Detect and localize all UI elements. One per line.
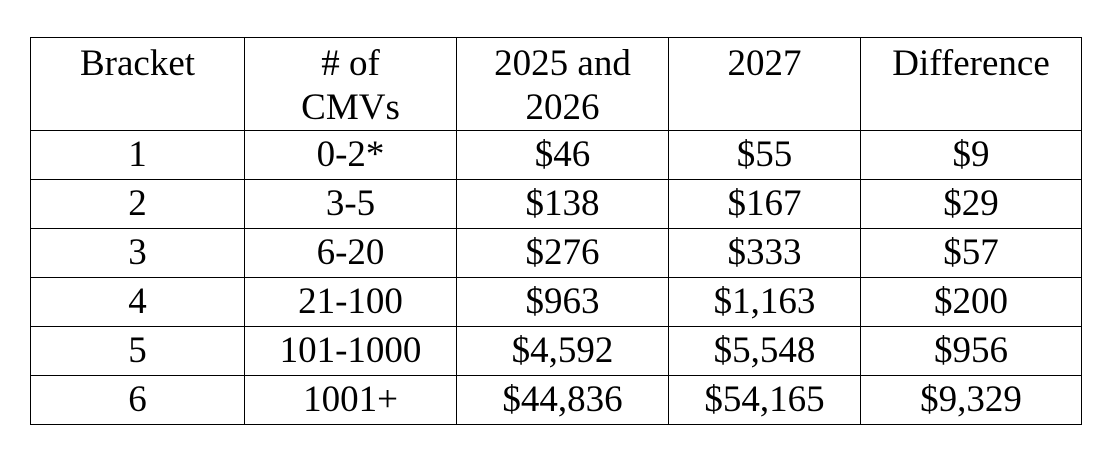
table-cell: 101-1000 — [244, 326, 457, 376]
header-cell: # of CMVs — [244, 37, 457, 131]
table-cell: $167 — [668, 179, 861, 229]
table-cell: $1,163 — [668, 277, 861, 327]
table-cell: 2 — [30, 179, 245, 229]
fee-table: Bracket # of CMVs 2025 and 2026 2027 Differe… — [30, 37, 1082, 425]
table-body: 1 0-2* $46 $55 $9 2 3-5 $138 $167 $29 3 6-20 $276 $33… — [30, 130, 1082, 425]
table-cell: 1001+ — [244, 375, 457, 425]
header-text: 2025 and 2026 — [494, 43, 631, 128]
header-text: Bracket — [79, 43, 196, 84]
table-cell: 4 — [30, 277, 245, 327]
table-row: 3 6-20 $276 $333 $57 — [30, 228, 1082, 278]
table-cell: 5 — [30, 326, 245, 376]
table-cell: $9 — [860, 130, 1082, 180]
header-cell: 2027 — [668, 37, 861, 131]
header-cell: Bracket — [30, 37, 245, 131]
table-cell: $956 — [860, 326, 1082, 376]
header-text: # of CMVs — [301, 43, 400, 128]
table-cell: 3-5 — [244, 179, 457, 229]
table-cell: $57 — [860, 228, 1082, 278]
table-cell: 0-2* — [244, 130, 457, 180]
table-cell: 6 — [30, 375, 245, 425]
header-text: Difference — [892, 43, 1050, 84]
table-header: Bracket # of CMVs 2025 and 2026 2027 Differe… — [30, 37, 1082, 131]
table-cell: $55 — [668, 130, 861, 180]
table-cell: $54,165 — [668, 375, 861, 425]
table-cell: $4,592 — [456, 326, 669, 376]
table-cell: 6-20 — [244, 228, 457, 278]
table-cell: $46 — [456, 130, 669, 180]
table-cell: $138 — [456, 179, 669, 229]
header-cell: 2025 and 2026 — [456, 37, 669, 131]
table-cell: $276 — [456, 228, 669, 278]
table-cell: $5,548 — [668, 326, 861, 376]
table-row: 6 1001+ $44,836 $54,165 $9,329 — [30, 375, 1082, 425]
header-row: Bracket # of CMVs 2025 and 2026 2027 Differe… — [30, 37, 1082, 131]
header-text: 2027 — [727, 43, 802, 84]
table-row: 5 101-1000 $4,592 $5,548 $956 — [30, 326, 1082, 376]
table-cell: 3 — [30, 228, 245, 278]
table-cell: 21-100 — [244, 277, 457, 327]
table-row: 1 0-2* $46 $55 $9 — [30, 130, 1082, 180]
table-cell: $963 — [456, 277, 669, 327]
table-cell: $9,329 — [860, 375, 1082, 425]
table-cell: $29 — [860, 179, 1082, 229]
table-cell: $44,836 — [456, 375, 669, 425]
table-row: 4 21-100 $963 $1,163 $200 — [30, 277, 1082, 327]
table-row: 2 3-5 $138 $167 $29 — [30, 179, 1082, 229]
table-cell: $333 — [668, 228, 861, 278]
header-cell: Difference — [860, 37, 1082, 131]
table-cell: 1 — [30, 130, 245, 180]
table-cell: $200 — [860, 277, 1082, 327]
